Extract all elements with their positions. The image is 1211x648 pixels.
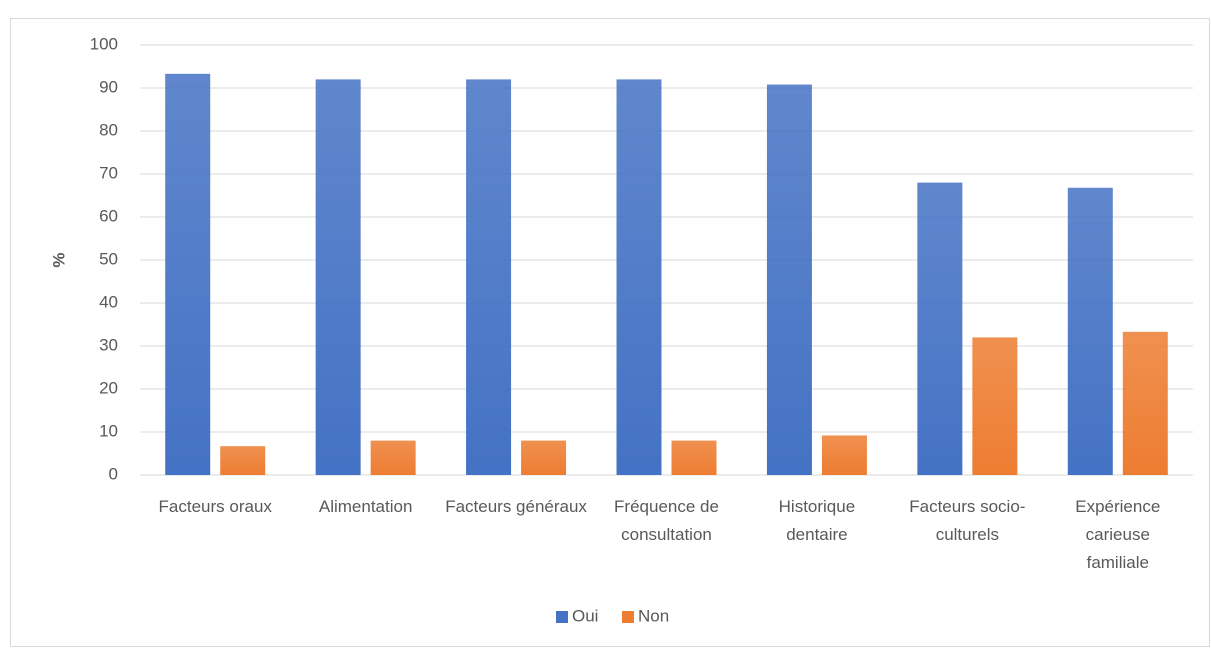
y-tick-label: 90	[99, 77, 118, 96]
bar	[616, 79, 662, 476]
y-tick-label: 60	[99, 206, 118, 225]
y-tick-label: 40	[99, 292, 118, 311]
legend-label: Non	[638, 606, 669, 625]
bar	[370, 440, 416, 475]
bar	[315, 79, 361, 476]
legend-swatch	[622, 611, 634, 623]
y-tick-label: 20	[99, 378, 118, 397]
legend-label: Oui	[572, 606, 598, 625]
x-tick-label: Facteurs oraux	[159, 497, 273, 516]
x-tick-label: Alimentation	[319, 497, 413, 516]
y-tick-label: 50	[99, 249, 118, 268]
y-axis-label: %	[49, 252, 68, 267]
y-tick-label: 0	[109, 464, 118, 483]
y-tick-label: 100	[90, 34, 118, 53]
x-tick-label: Facteurs socio-culturels	[909, 497, 1025, 544]
bar	[972, 337, 1018, 475]
x-tick-label: Fréquence de consultation	[614, 497, 719, 544]
y-tick-label: 30	[99, 335, 118, 354]
chart-frame	[10, 18, 1210, 647]
bar	[466, 79, 512, 476]
x-tick-label: Facteurs généraux	[445, 497, 587, 516]
y-tick-label: 70	[99, 163, 118, 182]
bar	[766, 84, 812, 475]
x-tick-label: Expérience carieuse familiale	[1075, 497, 1160, 572]
bar	[821, 435, 867, 475]
bar	[917, 182, 963, 475]
bar	[220, 446, 266, 475]
bar	[165, 73, 211, 475]
x-tick-label: Historique dentaire	[779, 497, 856, 544]
y-tick-label: 10	[99, 421, 118, 440]
bar	[671, 440, 717, 475]
bar	[521, 440, 567, 475]
legend-swatch	[556, 611, 568, 623]
bar	[1122, 331, 1168, 475]
bar	[1067, 187, 1113, 475]
y-tick-label: 80	[99, 120, 118, 139]
